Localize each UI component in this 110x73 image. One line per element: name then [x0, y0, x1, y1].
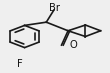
Text: O: O — [70, 40, 77, 50]
Text: Br: Br — [50, 3, 60, 13]
Text: F: F — [17, 59, 23, 69]
